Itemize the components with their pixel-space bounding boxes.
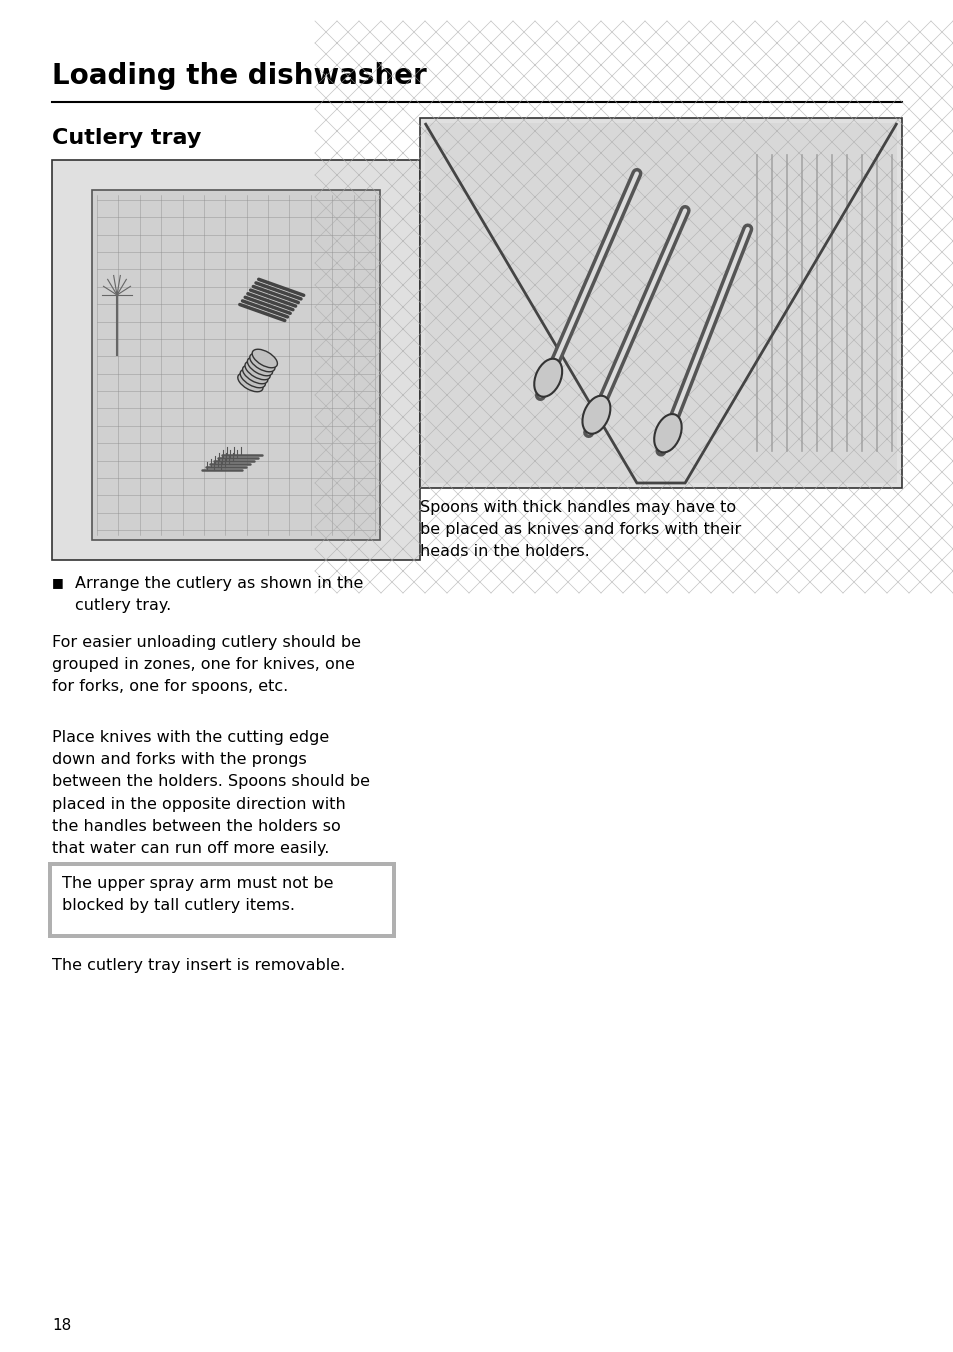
Text: For easier unloading cutlery should be
grouped in zones, one for knives, one
for: For easier unloading cutlery should be g… (52, 635, 360, 695)
Ellipse shape (247, 357, 273, 376)
Bar (424, 123, 896, 483)
Ellipse shape (582, 396, 610, 434)
Text: Loading the dishwasher: Loading the dishwasher (52, 62, 426, 91)
Ellipse shape (534, 358, 561, 396)
Text: ■: ■ (52, 576, 64, 589)
Bar (419, 118, 901, 488)
Bar (48, 863, 395, 938)
Text: Place knives with the cutting edge
down and forks with the prongs
between the ho: Place knives with the cutting edge down … (52, 730, 370, 856)
Text: 18: 18 (52, 1318, 71, 1333)
Ellipse shape (237, 373, 263, 392)
Text: Spoons with thick handles may have to
be placed as knives and forks with their
h: Spoons with thick handles may have to be… (419, 500, 740, 560)
Ellipse shape (252, 349, 277, 368)
Ellipse shape (250, 353, 274, 372)
Text: Cutlery tray: Cutlery tray (52, 128, 201, 147)
Text: The cutlery tray insert is removable.: The cutlery tray insert is removable. (52, 959, 345, 973)
Bar (52, 160, 419, 560)
Ellipse shape (240, 369, 265, 388)
Ellipse shape (654, 414, 681, 453)
Bar (52, 867, 392, 934)
Text: The upper spray arm must not be
blocked by tall cutlery items.: The upper spray arm must not be blocked … (62, 876, 334, 913)
Text: Arrange the cutlery as shown in the
cutlery tray.: Arrange the cutlery as shown in the cutl… (75, 576, 363, 614)
Ellipse shape (242, 365, 268, 384)
Ellipse shape (245, 361, 270, 380)
Bar (91, 191, 379, 539)
